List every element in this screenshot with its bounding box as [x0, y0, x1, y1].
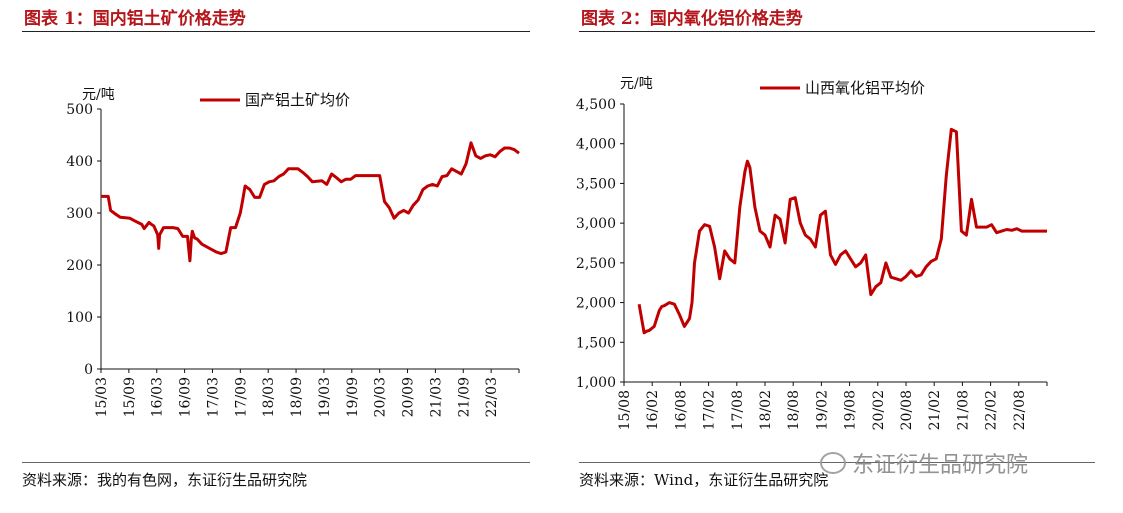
figure-1-top-rule [22, 31, 530, 32]
x-tick-label: 16/02 [645, 390, 661, 430]
wechat-icon [820, 452, 846, 474]
x-tick-label: 20/02 [871, 390, 887, 430]
x-tick-label: 21/02 [927, 390, 943, 430]
x-tick-label: 18/08 [786, 390, 802, 430]
x-tick-label: 16/03 [150, 377, 166, 417]
y-tick-label: 400 [66, 154, 93, 170]
x-tick-label: 20/03 [373, 377, 389, 417]
y-tick-label: 0 [84, 362, 93, 378]
x-tick-label: 17/09 [233, 377, 249, 417]
legend-label: 山西氧化铝平均价 [805, 79, 925, 97]
series-line-0 [101, 141, 520, 263]
x-tick-label: 17/03 [205, 377, 221, 417]
y-tick-label: 3,500 [576, 176, 616, 192]
x-tick-label: 20/09 [401, 377, 417, 417]
y-tick-label: 4,500 [576, 97, 616, 113]
y-tick-label: 500 [66, 102, 93, 118]
figure-1: 图表 1：国内铝土矿价格走势 0 100 200 300 400 500 15/03 15/0… [0, 0, 540, 513]
figure-1-chart: 0 100 200 300 400 500 15/03 15/09 16/03 16/09 17/0… [66, 87, 520, 417]
y-tick-label: 300 [66, 206, 93, 222]
figure-2-chart: 1,000 1,500 2,000 2,500 3,000 3,500 4,000 4,500… [576, 76, 1048, 430]
x-tick-label: 17/02 [702, 390, 718, 430]
x-tick-label: 18/02 [758, 390, 774, 430]
watermark-text: 东证衍生品研究院 [852, 453, 1029, 478]
legend-label: 国产铝土矿均价 [245, 91, 350, 109]
x-tick-label: 21/03 [428, 377, 444, 417]
y-unit-label: 元/吨 [82, 87, 115, 103]
x-tick-label: 15/09 [122, 377, 138, 417]
x-tick-label: 19/03 [317, 377, 333, 417]
x-tick-label: 19/08 [843, 390, 859, 430]
x-tick-label: 21/08 [955, 390, 971, 430]
x-tick-label: 22/03 [484, 377, 500, 417]
figure-1-title: 图表 1：国内铝土矿价格走势 [24, 9, 246, 29]
y-tick-label: 2,500 [576, 256, 616, 272]
figure-2: 图表 2：国内氧化铝价格走势 1,000 1,500 2,000 2,500 3,000… [557, 0, 1123, 513]
y-tick-label: 2,000 [576, 296, 616, 312]
figure-2-source: 资料来源：Wind，东证衍生品研究院 [579, 471, 829, 489]
x-tick-label: 17/08 [730, 390, 746, 430]
x-tick-label: 15/03 [94, 377, 110, 417]
x-tick-label: 22/02 [984, 390, 1000, 430]
x-tick-label: 21/09 [456, 377, 472, 417]
y-tick-label: 3,000 [576, 216, 616, 232]
x-tick-label: 16/08 [673, 390, 689, 430]
x-tick-label: 18/09 [289, 377, 305, 417]
y-tick-label: 4,000 [576, 137, 616, 153]
series-line-0 [637, 127, 1047, 335]
x-tick-label: 22/08 [1012, 390, 1028, 430]
x-tick-label: 19/02 [814, 390, 830, 430]
y-unit-label: 元/吨 [620, 76, 653, 92]
y-tick-label: 1,000 [576, 375, 616, 391]
y-tick-label: 1,500 [576, 335, 616, 351]
watermark: 东证衍生品研究院 [820, 447, 1028, 479]
y-tick-label: 200 [66, 258, 93, 274]
x-tick-label: 18/03 [261, 377, 277, 417]
figure-1-bottom-rule [22, 462, 530, 463]
figure-2-top-rule [579, 31, 1095, 32]
x-tick-label: 19/09 [345, 377, 361, 417]
figure-2-title: 图表 2：国内氧化铝价格走势 [581, 9, 803, 29]
x-tick-label: 20/08 [899, 390, 915, 430]
x-tick-label: 16/09 [178, 377, 194, 417]
x-tick-label: 15/08 [617, 390, 633, 430]
figure-1-source: 资料来源：我的有色网，东证衍生品研究院 [22, 471, 308, 489]
y-tick-label: 100 [66, 310, 93, 326]
